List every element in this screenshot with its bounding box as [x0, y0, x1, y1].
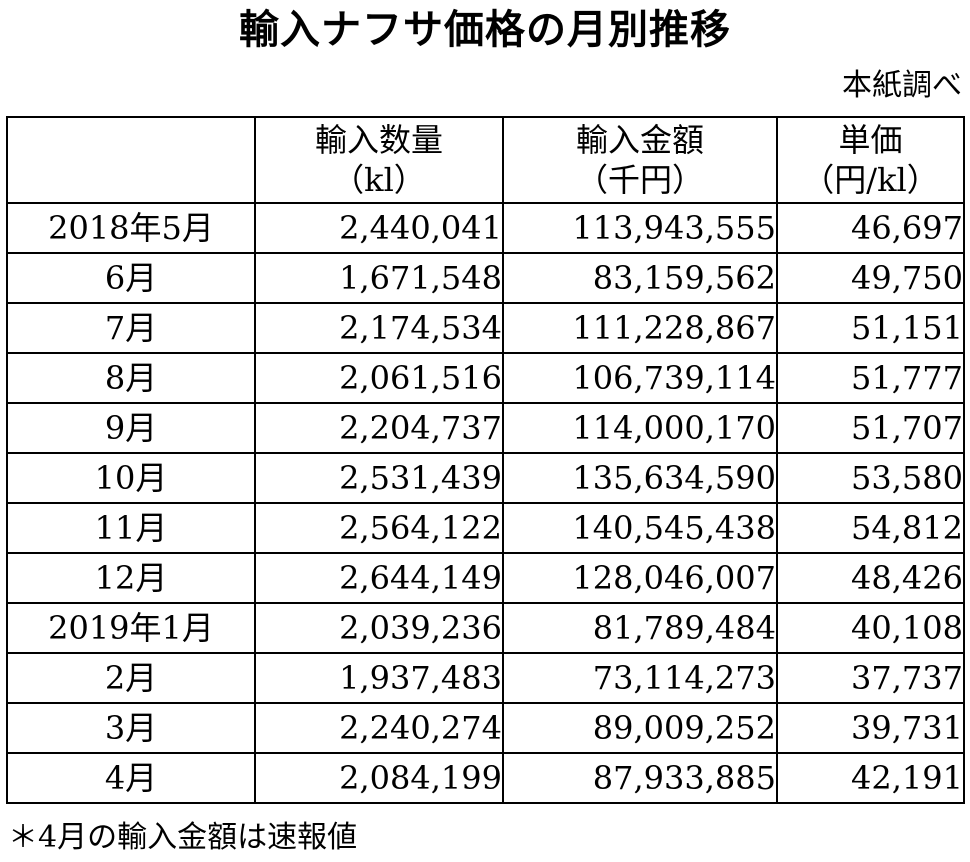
header-unit-price-label: 単価 [838, 121, 903, 159]
cell-month: 6月 [6, 252, 256, 304]
cell-quantity: 2,039,236 [254, 602, 504, 654]
header-unit-price-unit: （円/kl） [802, 161, 939, 199]
table-row: 12月 2,644,149 128,046,007 48,426 [6, 552, 965, 604]
table-row: 2019年1月 2,039,236 81,789,484 40,108 [6, 602, 965, 654]
header-month [6, 116, 256, 204]
table-row: 3月 2,240,274 89,009,252 39,731 [6, 702, 965, 754]
table-row: 10月 2,531,439 135,634,590 53,580 [6, 452, 965, 504]
table-row: 2月 1,937,483 73,114,273 37,737 [6, 652, 965, 704]
table-header-row: 輸入数量 （kl） 輸入金額 （千円） 単価 （円/kl） [6, 116, 965, 204]
cell-quantity: 2,174,534 [254, 302, 504, 354]
cell-month: 4月 [6, 752, 256, 804]
cell-amount: 113,943,555 [502, 202, 778, 254]
cell-amount: 73,114,273 [502, 652, 778, 704]
table-row: 8月 2,061,516 106,739,114 51,777 [6, 352, 965, 404]
cell-unit-price: 51,777 [776, 352, 965, 404]
cell-month: 2019年1月 [6, 602, 256, 654]
cell-unit-price: 53,580 [776, 452, 965, 504]
cell-unit-price: 40,108 [776, 602, 965, 654]
header-amount-unit: （千円） [575, 161, 704, 199]
header-amount: 輸入金額 （千円） [502, 116, 778, 204]
cell-unit-price: 48,426 [776, 552, 965, 604]
cell-unit-price: 54,812 [776, 502, 965, 554]
cell-quantity: 1,937,483 [254, 652, 504, 704]
cell-amount: 106,739,114 [502, 352, 778, 404]
cell-quantity: 2,644,149 [254, 552, 504, 604]
cell-month: 12月 [6, 552, 256, 604]
header-quantity-label: 輸入数量 [314, 121, 443, 159]
cell-unit-price: 39,731 [776, 702, 965, 754]
cell-unit-price: 49,750 [776, 252, 965, 304]
cell-month: 7月 [6, 302, 256, 354]
cell-month: 9月 [6, 402, 256, 454]
cell-unit-price: 42,191 [776, 752, 965, 804]
header-amount-label: 輸入金額 [575, 121, 704, 159]
cell-month: 10月 [6, 452, 256, 504]
table-row: 7月 2,174,534 111,228,867 51,151 [6, 302, 965, 354]
cell-amount: 140,545,438 [502, 502, 778, 554]
table-row: 9月 2,204,737 114,000,170 51,707 [6, 402, 965, 454]
cell-quantity: 2,440,041 [254, 202, 504, 254]
cell-amount: 114,000,170 [502, 402, 778, 454]
table-row: 2018年5月 2,440,041 113,943,555 46,697 [6, 202, 965, 254]
table-row: 11月 2,564,122 140,545,438 54,812 [6, 502, 965, 554]
table-row: 6月 1,671,548 83,159,562 49,750 [6, 252, 965, 304]
cell-amount: 89,009,252 [502, 702, 778, 754]
table-row: 4月 2,084,199 87,933,885 42,191 [6, 752, 965, 804]
cell-quantity: 2,531,439 [254, 452, 504, 504]
cell-quantity: 2,204,737 [254, 402, 504, 454]
cell-quantity: 2,061,516 [254, 352, 504, 404]
cell-unit-price: 37,737 [776, 652, 965, 704]
cell-amount: 135,634,590 [502, 452, 778, 504]
header-quantity: 輸入数量 （kl） [254, 116, 504, 204]
cell-amount: 87,933,885 [502, 752, 778, 804]
cell-month: 2月 [6, 652, 256, 704]
naphtha-price-table: 輸入数量 （kl） 輸入金額 （千円） 単価 （円/kl） 2018年5月 2,4… [6, 116, 965, 804]
cell-amount: 81,789,484 [502, 602, 778, 654]
cell-unit-price: 46,697 [776, 202, 965, 254]
source-label: 本紙調べ [842, 68, 962, 103]
cell-amount: 111,228,867 [502, 302, 778, 354]
cell-quantity: 2,564,122 [254, 502, 504, 554]
cell-month: 2018年5月 [6, 202, 256, 254]
page-title: 輸入ナフサ価格の月別推移 [239, 7, 731, 53]
cell-unit-price: 51,151 [776, 302, 965, 354]
cell-month: 3月 [6, 702, 256, 754]
cell-quantity: 2,240,274 [254, 702, 504, 754]
cell-month: 11月 [6, 502, 256, 554]
cell-amount: 128,046,007 [502, 552, 778, 604]
table-body: 2018年5月 2,440,041 113,943,555 46,697 6月 1,671… [6, 202, 965, 804]
header-quantity-unit: （kl） [332, 161, 426, 199]
cell-unit-price: 51,707 [776, 402, 965, 454]
cell-quantity: 1,671,548 [254, 252, 504, 304]
header-unit-price: 単価 （円/kl） [776, 116, 965, 204]
cell-month: 8月 [6, 352, 256, 404]
footnote: ＊4月の輸入金額は速報値 [8, 820, 358, 855]
cell-amount: 83,159,562 [502, 252, 778, 304]
cell-quantity: 2,084,199 [254, 752, 504, 804]
